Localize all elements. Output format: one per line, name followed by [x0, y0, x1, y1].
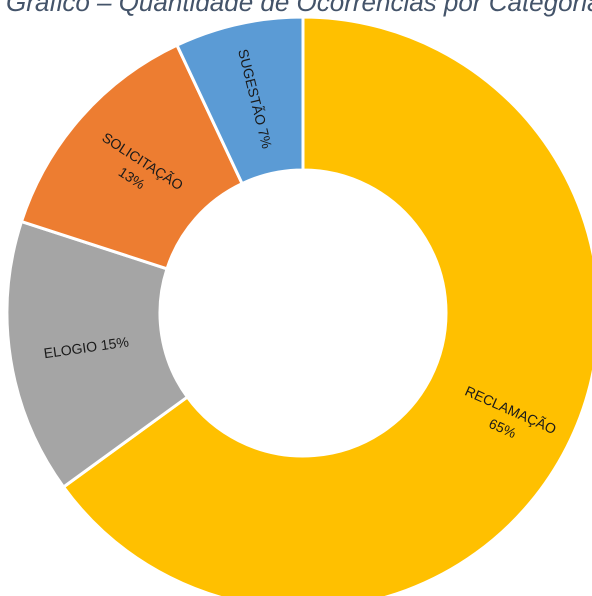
- donut-slice-reclamação: [61, 15, 592, 596]
- donut-slice-elogio: [5, 219, 190, 490]
- donut-slice-solicitação: [19, 43, 245, 271]
- chart-title: Gráfico – Quantidade de Ocorrências por …: [6, 0, 592, 17]
- donut-slice-sugestão: [174, 15, 305, 186]
